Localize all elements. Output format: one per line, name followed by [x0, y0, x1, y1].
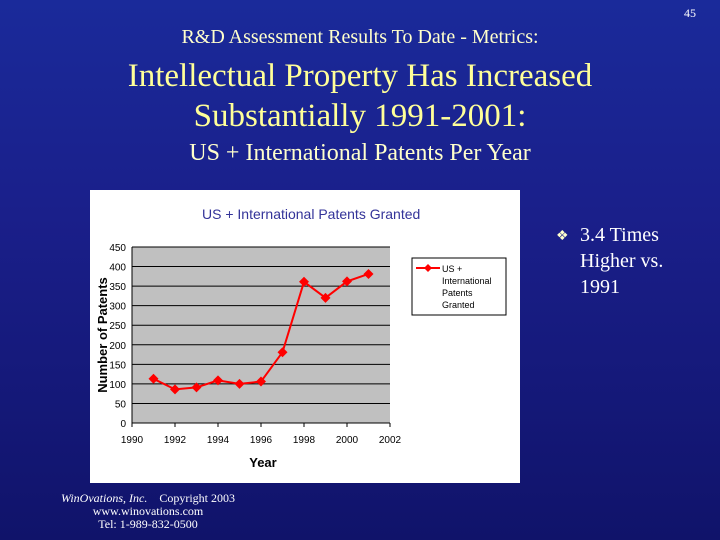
data-point [213, 375, 223, 386]
chart-title: US + International Patents Granted [202, 206, 420, 222]
bullet-text: 3.4 Times Higher vs. 1991 [580, 224, 664, 298]
data-point [299, 276, 309, 287]
diamond-bullet-icon: ❖ [556, 229, 569, 244]
data-point [170, 384, 180, 395]
footer: WinOvations, Inc. Copyright 2003 www.win… [60, 492, 236, 531]
slide-subtitle: US + International Patents Per Year [189, 140, 531, 166]
chart-svg: US + International Patents Granted 0 50 10… [95, 206, 507, 470]
y-axis-label: Number of Patents [95, 277, 110, 393]
legend-label-2: International [442, 276, 492, 286]
legend-label-1: US + [442, 264, 462, 274]
slide-supertitle: R&D Assessment Results To Date - Metrics… [181, 26, 539, 48]
data-point [363, 268, 374, 279]
y-tick-label: 0 [120, 419, 126, 430]
y-tick-label: 450 [109, 243, 126, 254]
y-tick-label: 200 [109, 341, 126, 352]
data-point [234, 378, 245, 389]
y-tick-label: 400 [109, 263, 126, 274]
x-tick-label: 1998 [293, 435, 316, 446]
x-tick-label: 1994 [207, 435, 230, 446]
legend-diamond-marker-icon [424, 264, 432, 272]
y-tick-label: 300 [109, 302, 126, 313]
chart: US + International Patents Granted 0 50 10… [90, 190, 520, 483]
title-line-2: Substantially 1991-2001: [193, 98, 527, 134]
slide-title: Intellectual Property Has Increased Subs… [0, 56, 720, 136]
data-point [342, 276, 352, 287]
data-point [320, 292, 331, 303]
phone: Tel: 1-989-832-0500 [98, 517, 198, 531]
data-point [277, 347, 288, 358]
legend-label-4: Granted [442, 300, 475, 310]
x-tick-label: 2002 [379, 435, 402, 446]
page-number: 45 [684, 6, 696, 20]
data-point [256, 376, 266, 387]
data-point [148, 373, 159, 384]
y-tick-label: 150 [109, 360, 126, 371]
bullet-point: ❖ 3.4 Times Higher vs. 1991 [556, 222, 700, 300]
title-line-1: Intellectual Property Has Increased [127, 58, 593, 94]
legend-label-3: Patents [442, 288, 473, 298]
data-point [191, 382, 202, 393]
plot-area [132, 247, 390, 423]
x-tick-label: 1992 [164, 435, 187, 446]
company-name: WinOvations, Inc. [61, 491, 148, 505]
y-tick-label: 50 [115, 399, 127, 410]
x-axis-label: Year [249, 455, 276, 470]
legend-box [411, 257, 507, 316]
legend: US + International Patents Granted [411, 257, 507, 316]
y-tick-label: 250 [109, 321, 126, 332]
x-tick-label: 1990 [121, 435, 144, 446]
copyright: Copyright 2003 [159, 491, 235, 505]
y-tick-label: 100 [109, 380, 126, 391]
x-tick-label: 2000 [336, 435, 359, 446]
x-tick-label: 1996 [250, 435, 273, 446]
y-tick-label: 350 [109, 282, 126, 293]
website: www.winovations.com [92, 504, 204, 518]
